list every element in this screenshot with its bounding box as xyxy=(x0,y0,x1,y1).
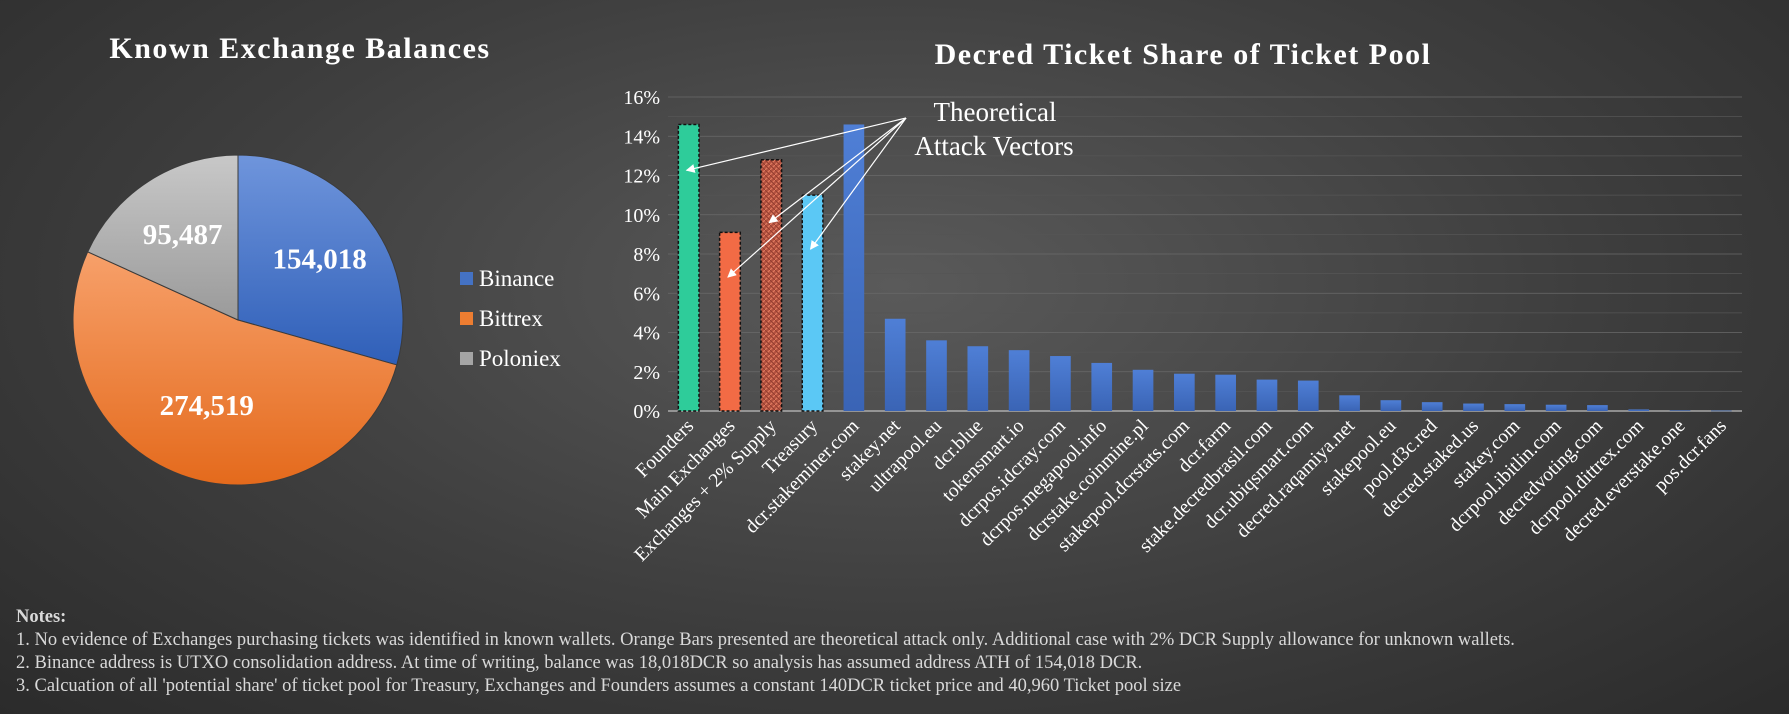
annotation-arrow-treasury xyxy=(809,117,907,250)
bar-dcrpos-idcray-com xyxy=(1050,356,1071,411)
pie-label-bittrex: 274,519 xyxy=(160,390,254,422)
annotation-line-1: Theoretical xyxy=(934,97,1057,127)
bar-tokensmart-io xyxy=(1008,350,1030,411)
pie-label-binance: 154,018 xyxy=(272,243,366,275)
pie-legend: Binance Bittrex Poloniex xyxy=(460,266,561,371)
y-tick-label: 14% xyxy=(623,126,660,148)
legend-swatch-binance xyxy=(460,272,473,285)
bar-exchanges-2-supply xyxy=(760,159,783,412)
bar-stakepool-dcrstats-com xyxy=(1174,373,1195,411)
attack-vector-annotation: Theoretical Attack Vectors xyxy=(685,97,1074,278)
legend-swatch-bittrex xyxy=(460,312,473,325)
bar-title: Decred Ticket Share of Ticket Pool xyxy=(935,38,1432,71)
notes-title: Notes: xyxy=(16,607,67,627)
legend-label-poloniex: Poloniex xyxy=(479,346,561,371)
bar-dcr-ubiqsmart-com xyxy=(1297,380,1319,411)
bar-stake-decredbrasil-com xyxy=(1256,379,1278,411)
bar-series xyxy=(677,123,1732,412)
annotation-arrow-founders xyxy=(685,117,907,173)
legend-label-binance: Binance xyxy=(479,266,554,291)
bar-dcrpos-megapool-info xyxy=(1091,362,1113,411)
note-line-2: 2. Binance address is UTXO consolidation… xyxy=(16,653,1143,673)
annotation-line-2: Attack Vectors xyxy=(914,131,1073,161)
bar-pool-d3c-red xyxy=(1421,402,1443,411)
bar-founders xyxy=(677,123,700,412)
bar-gridlines xyxy=(668,96,1742,412)
bar-dcr-farm xyxy=(1215,374,1236,411)
y-axis: 0% 2% 4% 6% 8% 10% 12% 14% 16% xyxy=(623,87,660,423)
y-tick-label: 10% xyxy=(623,205,660,227)
annotation-arrow-exchanges-2-supply xyxy=(768,117,907,224)
pie-chart: 154,018 274,519 95,487 xyxy=(72,154,404,486)
pie-slice-poloniex xyxy=(87,154,239,321)
pie-slice-binance xyxy=(237,154,404,366)
note-line-3: 3. Calcuation of all 'potential share' o… xyxy=(16,676,1182,696)
y-tick-label: 6% xyxy=(633,283,660,305)
pie-label-poloniex: 95,487 xyxy=(143,219,223,251)
y-tick-label: 12% xyxy=(623,166,660,188)
y-tick-label: 0% xyxy=(633,401,660,423)
bar-dcrstake-coinmine-pl xyxy=(1132,369,1154,411)
note-line-1: 1. No evidence of Exchanges purchasing t… xyxy=(16,630,1515,650)
bar-decred-everstake-one xyxy=(1669,410,1691,412)
y-tick-label: 8% xyxy=(633,244,660,266)
bar-decred-staked-us xyxy=(1463,403,1484,411)
bar-dcrpool-ibitlin-com xyxy=(1545,404,1567,411)
legend-label-bittrex: Bittrex xyxy=(479,306,543,331)
bar-ultrapool-eu xyxy=(926,340,947,411)
bar-main-exchanges xyxy=(718,231,742,412)
bar-pos-dcr-fans xyxy=(1711,410,1732,412)
y-tick-label: 4% xyxy=(633,323,660,345)
bar-decredvoting-com xyxy=(1587,405,1608,411)
annotation-arrow-main-exchanges xyxy=(727,117,907,278)
bar-stakey-com xyxy=(1504,404,1526,411)
bar-dcrpool-dittrex-com xyxy=(1628,409,1650,411)
bar-stakepool-eu xyxy=(1380,400,1402,411)
y-tick-label: 16% xyxy=(623,87,660,109)
pie-title: Known Exchange Balances xyxy=(109,32,490,65)
notes-section: Notes: 1. No evidence of Exchanges purch… xyxy=(16,606,1776,698)
bar-decred-raqamiya-net xyxy=(1339,395,1360,411)
legend-swatch-poloniex xyxy=(460,352,473,365)
y-tick-label: 2% xyxy=(633,362,660,384)
bar-dcr-blue xyxy=(967,346,989,411)
bar-stakey-net xyxy=(884,318,906,411)
pie-slice-bittrex xyxy=(72,251,398,486)
bar-dcr-stakeminer-com xyxy=(843,124,865,411)
bar-treasury xyxy=(801,194,824,412)
